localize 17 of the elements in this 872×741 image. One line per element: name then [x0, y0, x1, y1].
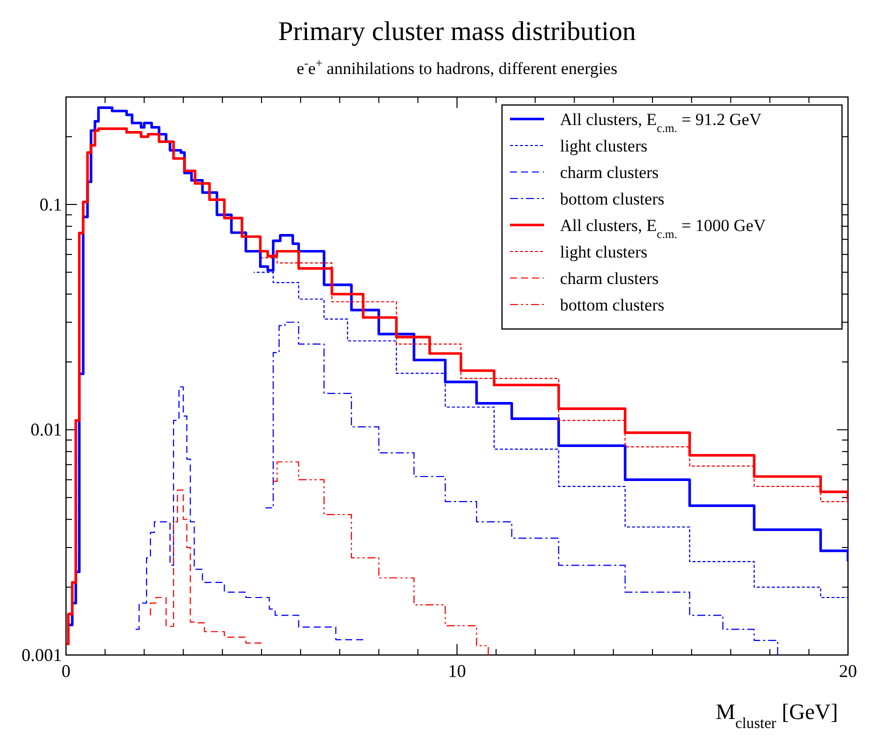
y-tick-label: 0.1: [40, 194, 62, 214]
y-tick-label: 0.001: [22, 645, 62, 665]
x-axis-title: M$_{cluster}$ [GeV]: [716, 699, 838, 732]
chart-title: Primary cluster mass distribution: [278, 16, 636, 46]
x-tick-label: 0: [62, 661, 70, 681]
legend-label: charm clusters: [560, 163, 659, 182]
chart-subtitle: e$^{-}$e$^{+}$ annihilations to hadrons, different energies: [296, 56, 618, 78]
x-tick-label: 10: [448, 661, 466, 681]
x-tick-label: 20: [839, 661, 857, 681]
legend-label: All clusters, E$_{c.m.}$ = 91.2 GeV: [560, 110, 762, 135]
legend-label: light clusters: [560, 136, 648, 156]
legend-label: light clusters: [560, 242, 648, 262]
legend-label: charm clusters: [560, 269, 659, 288]
legend-label: bottom clusters: [560, 296, 664, 314]
legend-label: bottom clusters: [560, 190, 664, 208]
legend-label: All clusters, E$_{c.m.}$ = 1000 GeV: [560, 216, 766, 241]
y-tick-label: 0.01: [30, 420, 62, 440]
